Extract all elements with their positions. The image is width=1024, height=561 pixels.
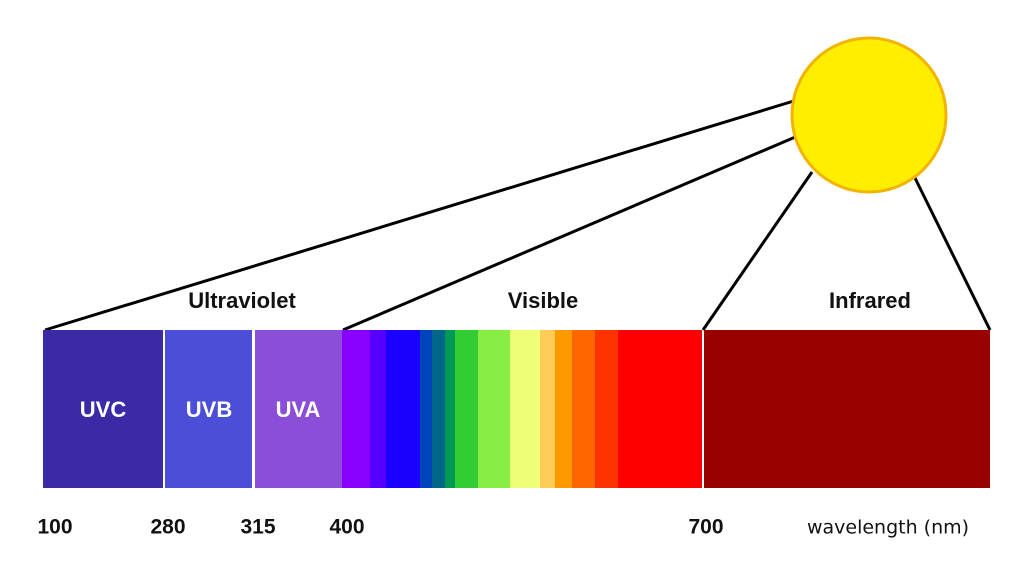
ray <box>701 171 814 331</box>
stripe <box>342 330 370 488</box>
stripe <box>510 330 540 488</box>
spectrum-bar <box>43 330 990 488</box>
stripe <box>595 330 618 488</box>
region-label: Infrared <box>829 288 911 313</box>
rays <box>44 98 992 332</box>
region-label: Visible <box>508 288 579 313</box>
ray <box>44 98 798 332</box>
stripe <box>618 330 702 488</box>
ray <box>913 177 992 331</box>
stripe <box>420 330 432 488</box>
uvc-band <box>43 330 163 488</box>
stripe <box>370 330 386 488</box>
stripe <box>478 330 510 488</box>
region-label: Ultraviolet <box>188 288 296 313</box>
stripe <box>455 330 478 488</box>
band-label: UVB <box>186 397 232 422</box>
uva-band <box>255 330 342 488</box>
band-label: UVC <box>80 397 127 422</box>
tick-label: 280 <box>150 516 185 539</box>
stripe <box>432 330 445 488</box>
stripe <box>386 330 420 488</box>
tick-label: 315 <box>240 516 275 539</box>
axis-label: wavelength (nm) <box>807 517 969 539</box>
stripe <box>445 330 455 488</box>
sun <box>790 36 948 194</box>
uvb-band <box>165 330 252 488</box>
ray <box>342 133 801 332</box>
stripe <box>572 330 595 488</box>
tick-label: 700 <box>688 516 723 539</box>
tick-label: 400 <box>329 516 364 539</box>
stripe <box>555 330 572 488</box>
infrared-band <box>704 330 990 488</box>
band-label: UVA <box>276 397 321 422</box>
stripe <box>540 330 555 488</box>
tick-label: 100 <box>37 516 72 539</box>
